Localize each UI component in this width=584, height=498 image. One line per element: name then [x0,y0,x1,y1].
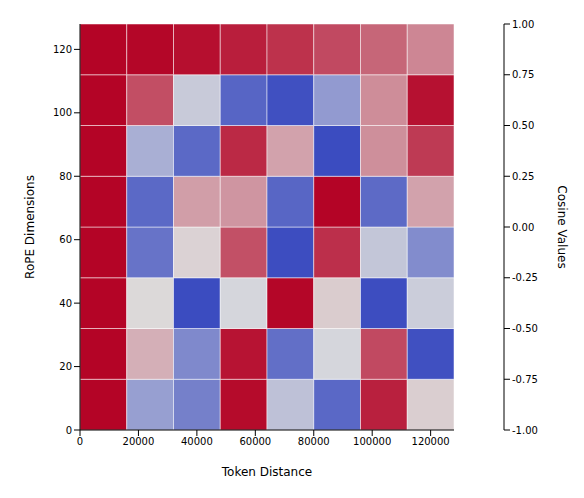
svg-text:120: 120 [53,44,72,55]
svg-text:60000: 60000 [239,436,271,447]
svg-text:-0.25: -0.25 [512,272,538,283]
svg-text:0.25: 0.25 [512,171,534,182]
svg-text:1.00: 1.00 [512,19,534,30]
svg-text:-1.00: -1.00 [512,425,538,436]
svg-text:20: 20 [59,361,72,372]
svg-text:100: 100 [53,107,72,118]
svg-text:0.00: 0.00 [512,222,534,233]
svg-text:-0.50: -0.50 [512,323,538,334]
svg-text:-0.75: -0.75 [512,374,538,385]
svg-text:60: 60 [59,234,72,245]
svg-text:100000: 100000 [353,436,391,447]
svg-text:0.50: 0.50 [512,120,534,131]
svg-text:0.75: 0.75 [512,69,534,80]
svg-text:Cosine Values: Cosine Values [555,185,569,268]
svg-text:20000: 20000 [123,436,155,447]
svg-text:Token Distance: Token Distance [221,465,312,479]
svg-text:0: 0 [77,436,83,447]
svg-text:0: 0 [66,425,72,436]
svg-text:80: 80 [59,171,72,182]
svg-text:RoPE Dimensions: RoPE Dimensions [23,175,37,279]
svg-text:40000: 40000 [181,436,213,447]
svg-text:40: 40 [59,298,72,309]
svg-text:80000: 80000 [298,436,330,447]
svg-text:120000: 120000 [412,436,450,447]
